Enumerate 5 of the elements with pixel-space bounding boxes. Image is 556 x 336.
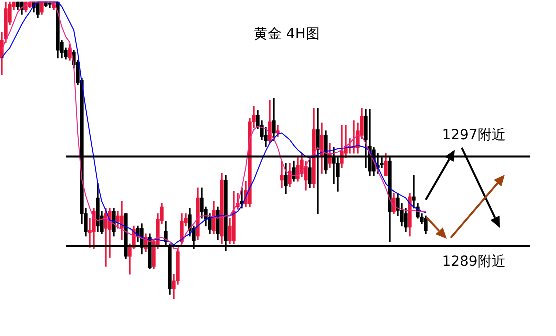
candlestick <box>412 176 416 209</box>
candlestick <box>280 160 284 188</box>
text: 黄金 4H图 <box>254 26 320 43</box>
ref-line-label: 1289附近 <box>442 254 506 270</box>
ref-line-label: 1297附近 <box>442 127 506 144</box>
